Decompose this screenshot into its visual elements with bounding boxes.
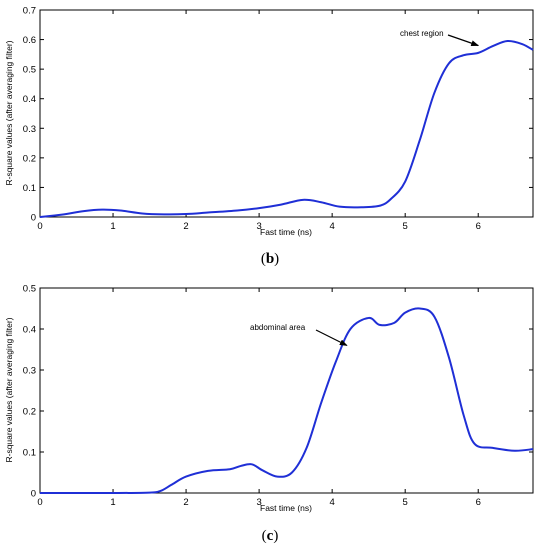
annotation-chest-region: chest region bbox=[400, 29, 444, 38]
plot-frame-c bbox=[39, 287, 534, 494]
y-tick-label: 0.5 bbox=[23, 65, 36, 76]
y-axis-label-c: R-square values (after averaging filter) bbox=[4, 317, 14, 462]
x-axis-label-b: Fast time (ns) bbox=[260, 227, 312, 237]
y-axis-label-b: R-square values (after averaging filter) bbox=[4, 40, 14, 185]
x-tick-label: 5 bbox=[403, 497, 408, 508]
x-tick-label: 3 bbox=[256, 497, 261, 508]
x-tick-label: 1 bbox=[110, 497, 115, 508]
caption-letter-b: b bbox=[266, 251, 274, 267]
y-tick-label: 0 bbox=[31, 213, 36, 224]
y-tick-label: 0.6 bbox=[23, 35, 36, 46]
x-ticks-c: 0 1 2 3 4 5 6 bbox=[37, 288, 481, 508]
x-tick-label: 1 bbox=[110, 221, 115, 232]
caption-letter-c: c bbox=[267, 528, 274, 544]
y-ticks-b: 0 0.1 0.2 0.3 0.4 0.5 0.6 0.7 bbox=[23, 6, 533, 224]
y-ticks-c: 0 0.1 0.2 0.3 0.4 0.5 bbox=[23, 284, 533, 500]
y-tick-label: 0.2 bbox=[23, 407, 36, 418]
annotation-arrow-b bbox=[447, 34, 480, 47]
caption-open-paren-c: ( bbox=[262, 528, 267, 544]
y-tick-label: 0.2 bbox=[23, 153, 36, 164]
x-tick-label: 3 bbox=[256, 221, 261, 232]
annotation-arrow-c bbox=[315, 329, 348, 346]
plot-frame-b bbox=[39, 9, 534, 218]
panel-caption-b: (b) bbox=[261, 251, 279, 267]
series-line-c bbox=[39, 307, 534, 495]
chart-b: 0 0.1 0.2 0.3 0.4 0.5 0.6 0.7 0 1 2 3 4 5 6 Fast time… bbox=[4, 6, 534, 267]
caption-open-paren-b: ( bbox=[261, 251, 266, 267]
panel-caption-c: (c) bbox=[262, 528, 279, 544]
x-ticks-b: 0 1 2 3 4 5 6 bbox=[37, 10, 481, 232]
x-tick-label: 4 bbox=[329, 497, 334, 508]
y-tick-label: 0.3 bbox=[23, 366, 36, 377]
y-tick-label: 0.1 bbox=[23, 183, 36, 194]
x-tick-label: 6 bbox=[476, 497, 481, 508]
x-tick-label: 2 bbox=[183, 221, 188, 232]
x-axis-label-c: Fast time (ns) bbox=[260, 503, 312, 513]
y-tick-label: 0.3 bbox=[23, 124, 36, 135]
x-tick-label: 0 bbox=[37, 221, 42, 232]
x-tick-label: 6 bbox=[476, 221, 481, 232]
x-tick-label: 0 bbox=[37, 497, 42, 508]
x-tick-label: 4 bbox=[329, 221, 334, 232]
series-line-b bbox=[39, 40, 534, 218]
y-tick-label: 0.5 bbox=[23, 284, 36, 295]
y-tick-label: 0.7 bbox=[23, 6, 36, 17]
x-tick-label: 2 bbox=[183, 497, 188, 508]
caption-close-paren-c: ) bbox=[273, 528, 278, 544]
caption-close-paren-b: ) bbox=[274, 251, 279, 267]
y-tick-label: 0.4 bbox=[23, 325, 36, 336]
annotation-abdominal-area: abdominal area bbox=[250, 323, 306, 332]
x-tick-label: 5 bbox=[403, 221, 408, 232]
y-tick-label: 0 bbox=[31, 489, 36, 500]
y-tick-label: 0.4 bbox=[23, 94, 36, 105]
y-tick-label: 0.1 bbox=[23, 448, 36, 459]
